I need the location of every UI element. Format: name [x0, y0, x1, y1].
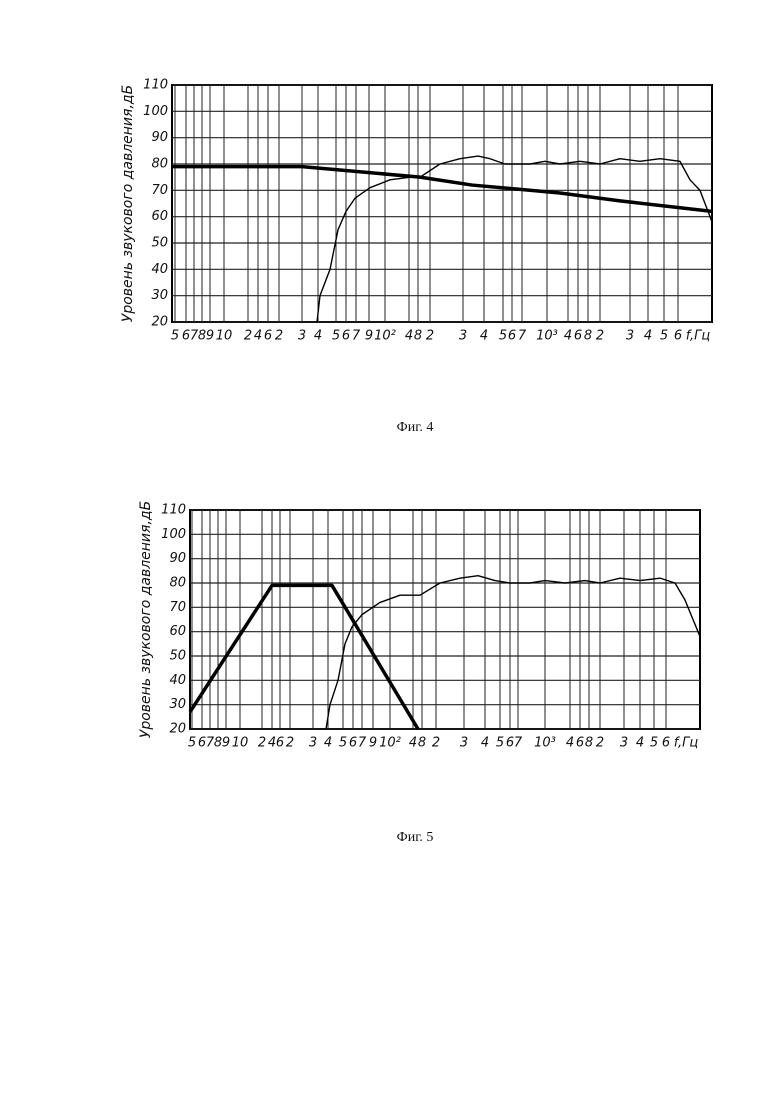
x-tick-label: 4: [636, 736, 644, 751]
y-tick-label: 60: [169, 624, 186, 639]
y-tick-label: 40: [169, 673, 186, 688]
x-tick-label: 7: [518, 329, 527, 344]
data-line: [326, 576, 700, 729]
x-tick-label: 4: [481, 736, 489, 751]
x-tick-label: 3: [309, 736, 317, 751]
x-tick-label: 4: [324, 736, 332, 751]
y-tick-label: 70: [169, 600, 186, 615]
y-tick-label: 70: [151, 183, 168, 198]
x-tick-label: 7: [514, 736, 523, 751]
x-tick-label: 7: [352, 329, 361, 344]
x-tick-label: 5: [188, 736, 196, 751]
x-tick-label: 4: [314, 329, 322, 344]
x-tick-label: 5: [332, 329, 340, 344]
x-tick-label: 3: [460, 736, 468, 751]
x-tick-label: 3: [626, 329, 634, 344]
x-tick-label: 10³: [534, 736, 556, 751]
x-tick-label: 7: [358, 736, 367, 751]
x-tick-label: 9: [206, 329, 214, 344]
x-tick-label: 10: [232, 736, 249, 751]
x-tick-label: 10²: [379, 736, 401, 751]
x-tick-label: 6: [508, 329, 516, 344]
x-tick-label: 3: [459, 329, 467, 344]
x-tick-label: 8: [418, 736, 426, 751]
y-tick-label: 110: [143, 78, 168, 93]
x-tick-label: 6: [276, 736, 284, 751]
y-tick-label: 100: [143, 104, 168, 119]
x-tick-label: 5: [339, 736, 347, 751]
x-tick-label: 10³: [536, 329, 558, 344]
x-tick-label: 10: [216, 329, 233, 344]
y-tick-label: 80: [151, 157, 168, 172]
x-tick-label: 4: [405, 329, 413, 344]
x-tick-label: 2: [596, 736, 604, 751]
y-tick-label: 20: [169, 722, 186, 737]
x-tick-label: 3: [620, 736, 628, 751]
x-tick-label: 5: [496, 736, 504, 751]
x-tick-label: 2: [426, 329, 434, 344]
x-tick-label: 2: [244, 329, 252, 344]
x-tick-label: 4: [644, 329, 652, 344]
x-tick-label: 6: [662, 736, 670, 751]
x-tick-label: 4: [480, 329, 488, 344]
x-axis-label: f,Гц: [686, 329, 711, 344]
y-tick-label: 60: [151, 209, 168, 224]
page: 2030405060708090100110567891024623456791…: [0, 0, 780, 1103]
y-tick-label: 90: [151, 130, 168, 145]
y-tick-label: 50: [169, 649, 186, 664]
y-tick-label: 30: [169, 697, 186, 712]
x-tick-label: 10²: [374, 329, 396, 344]
x-tick-label: 8: [585, 736, 593, 751]
x-tick-label: 8: [414, 329, 422, 344]
x-tick-label: 6: [576, 736, 584, 751]
x-tick-label: 6: [342, 329, 350, 344]
x-tick-label: 4: [254, 329, 262, 344]
y-axis-label: Уровень звукового давления,дБ: [120, 85, 136, 322]
x-tick-label: 2: [596, 329, 604, 344]
x-tick-label: 5: [660, 329, 668, 344]
x-tick-label: 4: [566, 736, 574, 751]
y-tick-label: 80: [169, 576, 186, 591]
x-tick-label: 9: [369, 736, 377, 751]
x-tick-label: 6: [674, 329, 682, 344]
x-tick-label: 5: [650, 736, 658, 751]
y-axis-label: Уровень звукового давления,дБ: [138, 501, 154, 738]
x-axis-label: f,Гц: [674, 736, 699, 751]
y-tick-label: 40: [151, 262, 168, 277]
x-tick-label: 6: [574, 329, 582, 344]
x-tick-label: 6: [349, 736, 357, 751]
x-tick-label: 6: [264, 329, 272, 344]
x-tick-label: 9: [365, 329, 373, 344]
y-tick-label: 20: [151, 315, 168, 330]
x-tick-label: 5: [171, 329, 179, 344]
x-tick-label: 9: [222, 736, 230, 751]
x-tick-label: 2: [275, 329, 283, 344]
y-tick-label: 110: [161, 503, 186, 518]
x-tick-label: 2: [258, 736, 266, 751]
figure-caption: Фиг. 4: [397, 420, 434, 435]
x-tick-label: 2: [286, 736, 294, 751]
data-line: [317, 156, 712, 322]
y-tick-label: 100: [161, 527, 186, 542]
y-tick-label: 50: [151, 236, 168, 251]
x-tick-label: 8: [584, 329, 592, 344]
x-tick-label: 2: [432, 736, 440, 751]
data-line: [172, 167, 712, 212]
x-tick-label: 3: [298, 329, 306, 344]
figure-caption: Фиг. 5: [397, 830, 434, 845]
x-tick-label: 4: [409, 736, 417, 751]
y-tick-label: 90: [169, 551, 186, 566]
y-tick-label: 30: [151, 288, 168, 303]
x-tick-label: 5: [499, 329, 507, 344]
x-tick-label: 4: [564, 329, 572, 344]
